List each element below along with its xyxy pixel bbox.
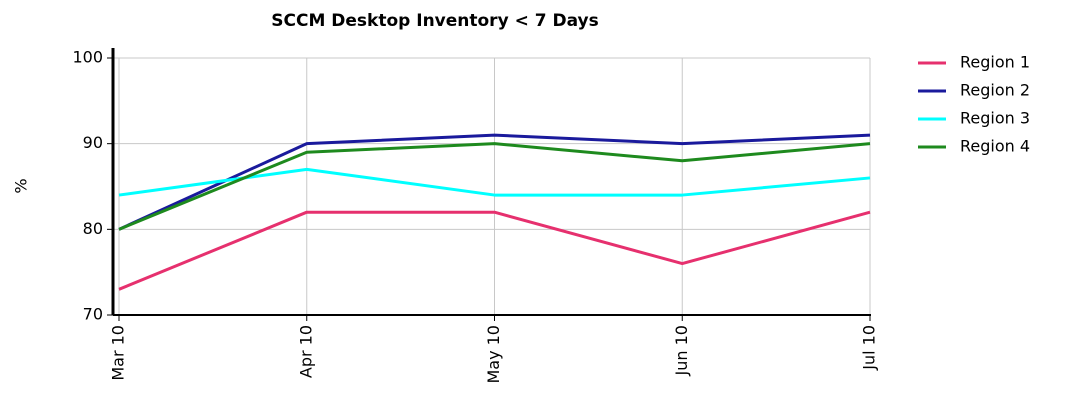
x-tick-label: Apr 10 (296, 325, 315, 378)
y-tick-label: 90 (83, 133, 103, 152)
y-axis-label: % (12, 178, 31, 193)
x-tick-label: May 10 (484, 325, 503, 384)
series-line (118, 210, 871, 291)
y-tick-label: 70 (83, 305, 103, 324)
legend-label: Region 1 (960, 53, 1030, 72)
x-tick-label: Mar 10 (109, 325, 128, 381)
legend-label: Region 4 (960, 137, 1030, 156)
legend-label: Region 2 (960, 81, 1030, 100)
chart-title: SCCM Desktop Inventory < 7 Days (271, 11, 599, 31)
series-line (118, 133, 871, 231)
y-tick-label: 80 (83, 219, 103, 238)
legend-label: Region 3 (960, 109, 1030, 128)
series-line (118, 142, 871, 231)
x-tick-label: Jun 10 (672, 325, 691, 376)
y-tick-label: 100 (72, 48, 103, 67)
x-tick-label: Jul 10 (860, 325, 879, 371)
